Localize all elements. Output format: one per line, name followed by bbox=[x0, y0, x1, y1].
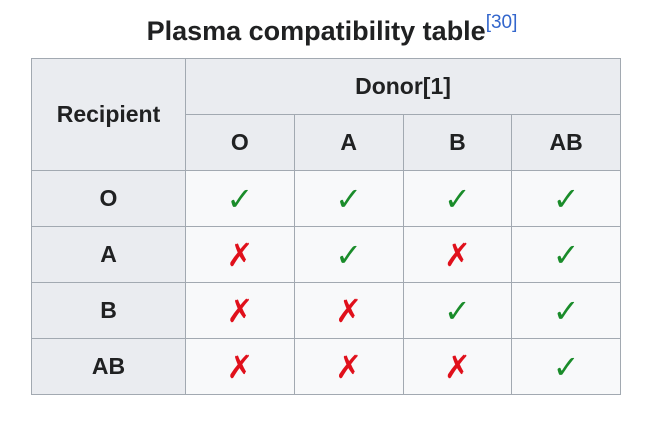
donor-type-header: A bbox=[293, 114, 404, 171]
check-mark-icon: ✓ bbox=[335, 180, 363, 217]
compatibility-cell: ✗ bbox=[293, 282, 404, 339]
cross-mark-icon: ✗ bbox=[443, 236, 471, 273]
donor-type-header: AB bbox=[511, 114, 622, 171]
check-mark-icon: ✓ bbox=[552, 236, 580, 273]
compatibility-cell: ✓ bbox=[293, 226, 404, 283]
cross-mark-icon: ✗ bbox=[335, 348, 363, 385]
compatibility-cell: ✓ bbox=[511, 170, 622, 227]
recipient-type-header: O bbox=[31, 170, 186, 227]
cross-mark-icon: ✗ bbox=[226, 348, 254, 385]
compatibility-cell: ✗ bbox=[185, 226, 295, 283]
compatibility-cell: ✗ bbox=[402, 226, 513, 283]
compatibility-cell: ✗ bbox=[185, 282, 295, 339]
donor-type-header: O bbox=[185, 114, 295, 171]
check-mark-icon: ✓ bbox=[443, 180, 471, 217]
table-row: AB ✗ ✗ ✗ ✓ bbox=[31, 338, 622, 395]
compatibility-cell: ✗ bbox=[185, 338, 295, 395]
check-mark-icon: ✓ bbox=[552, 180, 580, 217]
donor-type-header: B bbox=[402, 114, 513, 171]
caption-title: Plasma compatibility table bbox=[146, 16, 486, 46]
compatibility-cell: ✗ bbox=[402, 338, 513, 395]
check-mark-icon: ✓ bbox=[443, 292, 471, 329]
recipient-header: Recipient bbox=[31, 58, 186, 171]
compatibility-cell: ✓ bbox=[402, 282, 513, 339]
check-mark-icon: ✓ bbox=[552, 348, 580, 385]
compatibility-cell: ✓ bbox=[511, 282, 622, 339]
check-mark-icon: ✓ bbox=[552, 292, 580, 329]
recipient-type-header: B bbox=[31, 282, 186, 339]
compatibility-cell: ✓ bbox=[511, 338, 622, 395]
plasma-compatibility-table: Recipient Donor[1] O A B AB O ✓ ✓ ✓ ✓ A … bbox=[31, 58, 622, 395]
table-caption: Plasma compatibility table[30] bbox=[0, 12, 664, 48]
compatibility-cell: ✓ bbox=[185, 170, 295, 227]
compatibility-cell: ✗ bbox=[293, 338, 404, 395]
cross-mark-icon: ✗ bbox=[226, 292, 254, 329]
table-row: O ✓ ✓ ✓ ✓ bbox=[31, 170, 622, 227]
citation-link[interactable]: [30] bbox=[485, 12, 518, 33]
compatibility-cell: ✓ bbox=[402, 170, 513, 227]
compatibility-cell: ✓ bbox=[511, 226, 622, 283]
table-row: B ✗ ✗ ✓ ✓ bbox=[31, 282, 622, 339]
cross-mark-icon: ✗ bbox=[226, 236, 254, 273]
check-mark-icon: ✓ bbox=[226, 180, 254, 217]
compatibility-cell: ✓ bbox=[293, 170, 404, 227]
check-mark-icon: ✓ bbox=[335, 236, 363, 273]
donor-header: Donor[1] bbox=[184, 58, 622, 115]
cross-mark-icon: ✗ bbox=[443, 348, 471, 385]
cross-mark-icon: ✗ bbox=[335, 292, 363, 329]
table-row: A ✗ ✓ ✗ ✓ bbox=[31, 226, 622, 283]
recipient-type-header: AB bbox=[31, 338, 186, 395]
recipient-type-header: A bbox=[31, 226, 186, 283]
